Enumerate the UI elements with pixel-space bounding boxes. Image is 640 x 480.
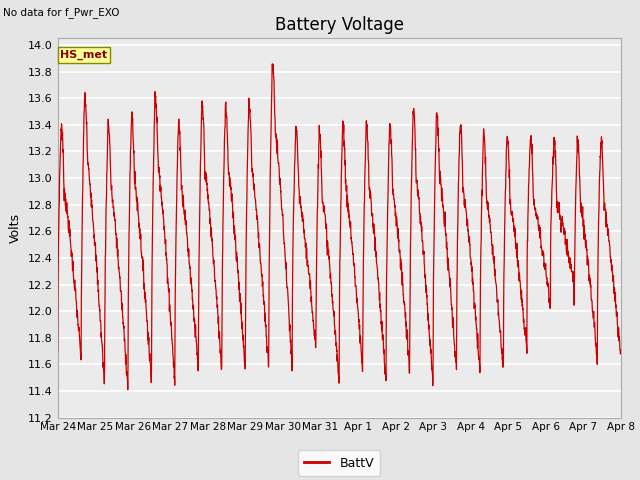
Text: HS_met: HS_met bbox=[60, 50, 108, 60]
Y-axis label: Volts: Volts bbox=[10, 213, 22, 243]
Title: Battery Voltage: Battery Voltage bbox=[275, 16, 404, 34]
Text: No data for f_Pwr_EXO: No data for f_Pwr_EXO bbox=[3, 7, 120, 18]
Legend: BattV: BattV bbox=[298, 450, 380, 476]
